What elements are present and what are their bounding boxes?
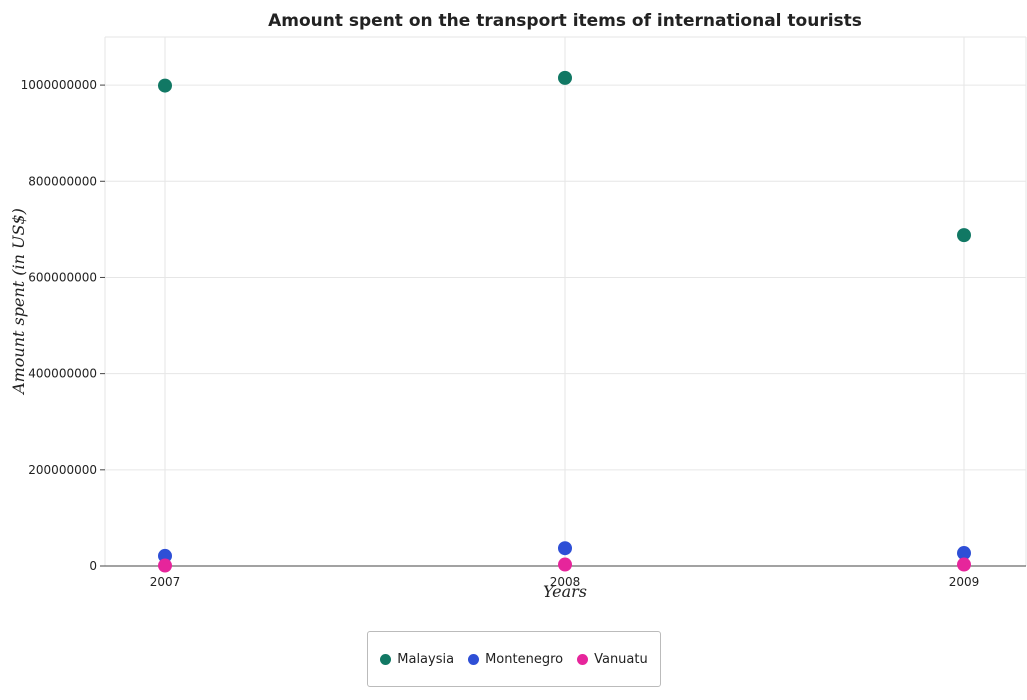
legend-marker-montenegro: [468, 653, 480, 665]
data-point-montenegro-2008: [558, 541, 572, 556]
data-point-vanuatu-2007: [158, 558, 172, 573]
legend-item-vanuatu: Vanuatu: [577, 652, 648, 667]
legend: Malaysia Montenegro Vanuatu: [367, 631, 661, 687]
chart-title: Amount spent on the transport items of i…: [268, 11, 862, 31]
data-point-vanuatu-2008: [558, 557, 572, 572]
legend-item-montenegro: Montenegro: [468, 652, 563, 667]
data-point-montenegro-2009: [957, 546, 971, 561]
data-points: [158, 70, 971, 573]
y-tick-label: 600000000: [28, 270, 97, 284]
x-axis-label: Years: [543, 582, 587, 601]
legend-marker-vanuatu: [577, 653, 589, 665]
y-tick-label: 800000000: [28, 174, 97, 188]
y-axis-ticks: 0 200000000 400000000 600000000 800000000 100…: [21, 78, 105, 573]
data-point-vanuatu-2009: [957, 557, 971, 572]
x-axis-ticks: 2007 2008 2009: [150, 566, 980, 589]
x-tick-label: 2009: [949, 575, 980, 589]
legend-marker-malaysia: [380, 653, 392, 665]
legend-label-vanuatu: Vanuatu: [594, 651, 648, 667]
data-point-malaysia-2009: [957, 228, 971, 243]
y-axis-label: Amount spent (in US$): [9, 208, 28, 396]
x-tick-label: 2008: [550, 575, 581, 589]
grid: [104, 36, 1027, 567]
legend-label-montenegro: Montenegro: [485, 651, 564, 667]
legend-label-malaysia: Malaysia: [397, 651, 455, 667]
data-point-malaysia-2007: [158, 78, 172, 93]
y-tick-label: 0: [89, 559, 97, 573]
data-point-montenegro-2007: [158, 548, 172, 563]
y-tick-label: 200000000: [28, 463, 97, 477]
y-tick-label: 400000000: [28, 367, 97, 381]
y-tick-label: 1000000000: [21, 78, 97, 92]
x-tick-label: 2007: [150, 575, 181, 589]
data-point-malaysia-2008: [558, 70, 572, 85]
legend-item-malaysia: Malaysia: [380, 652, 454, 667]
